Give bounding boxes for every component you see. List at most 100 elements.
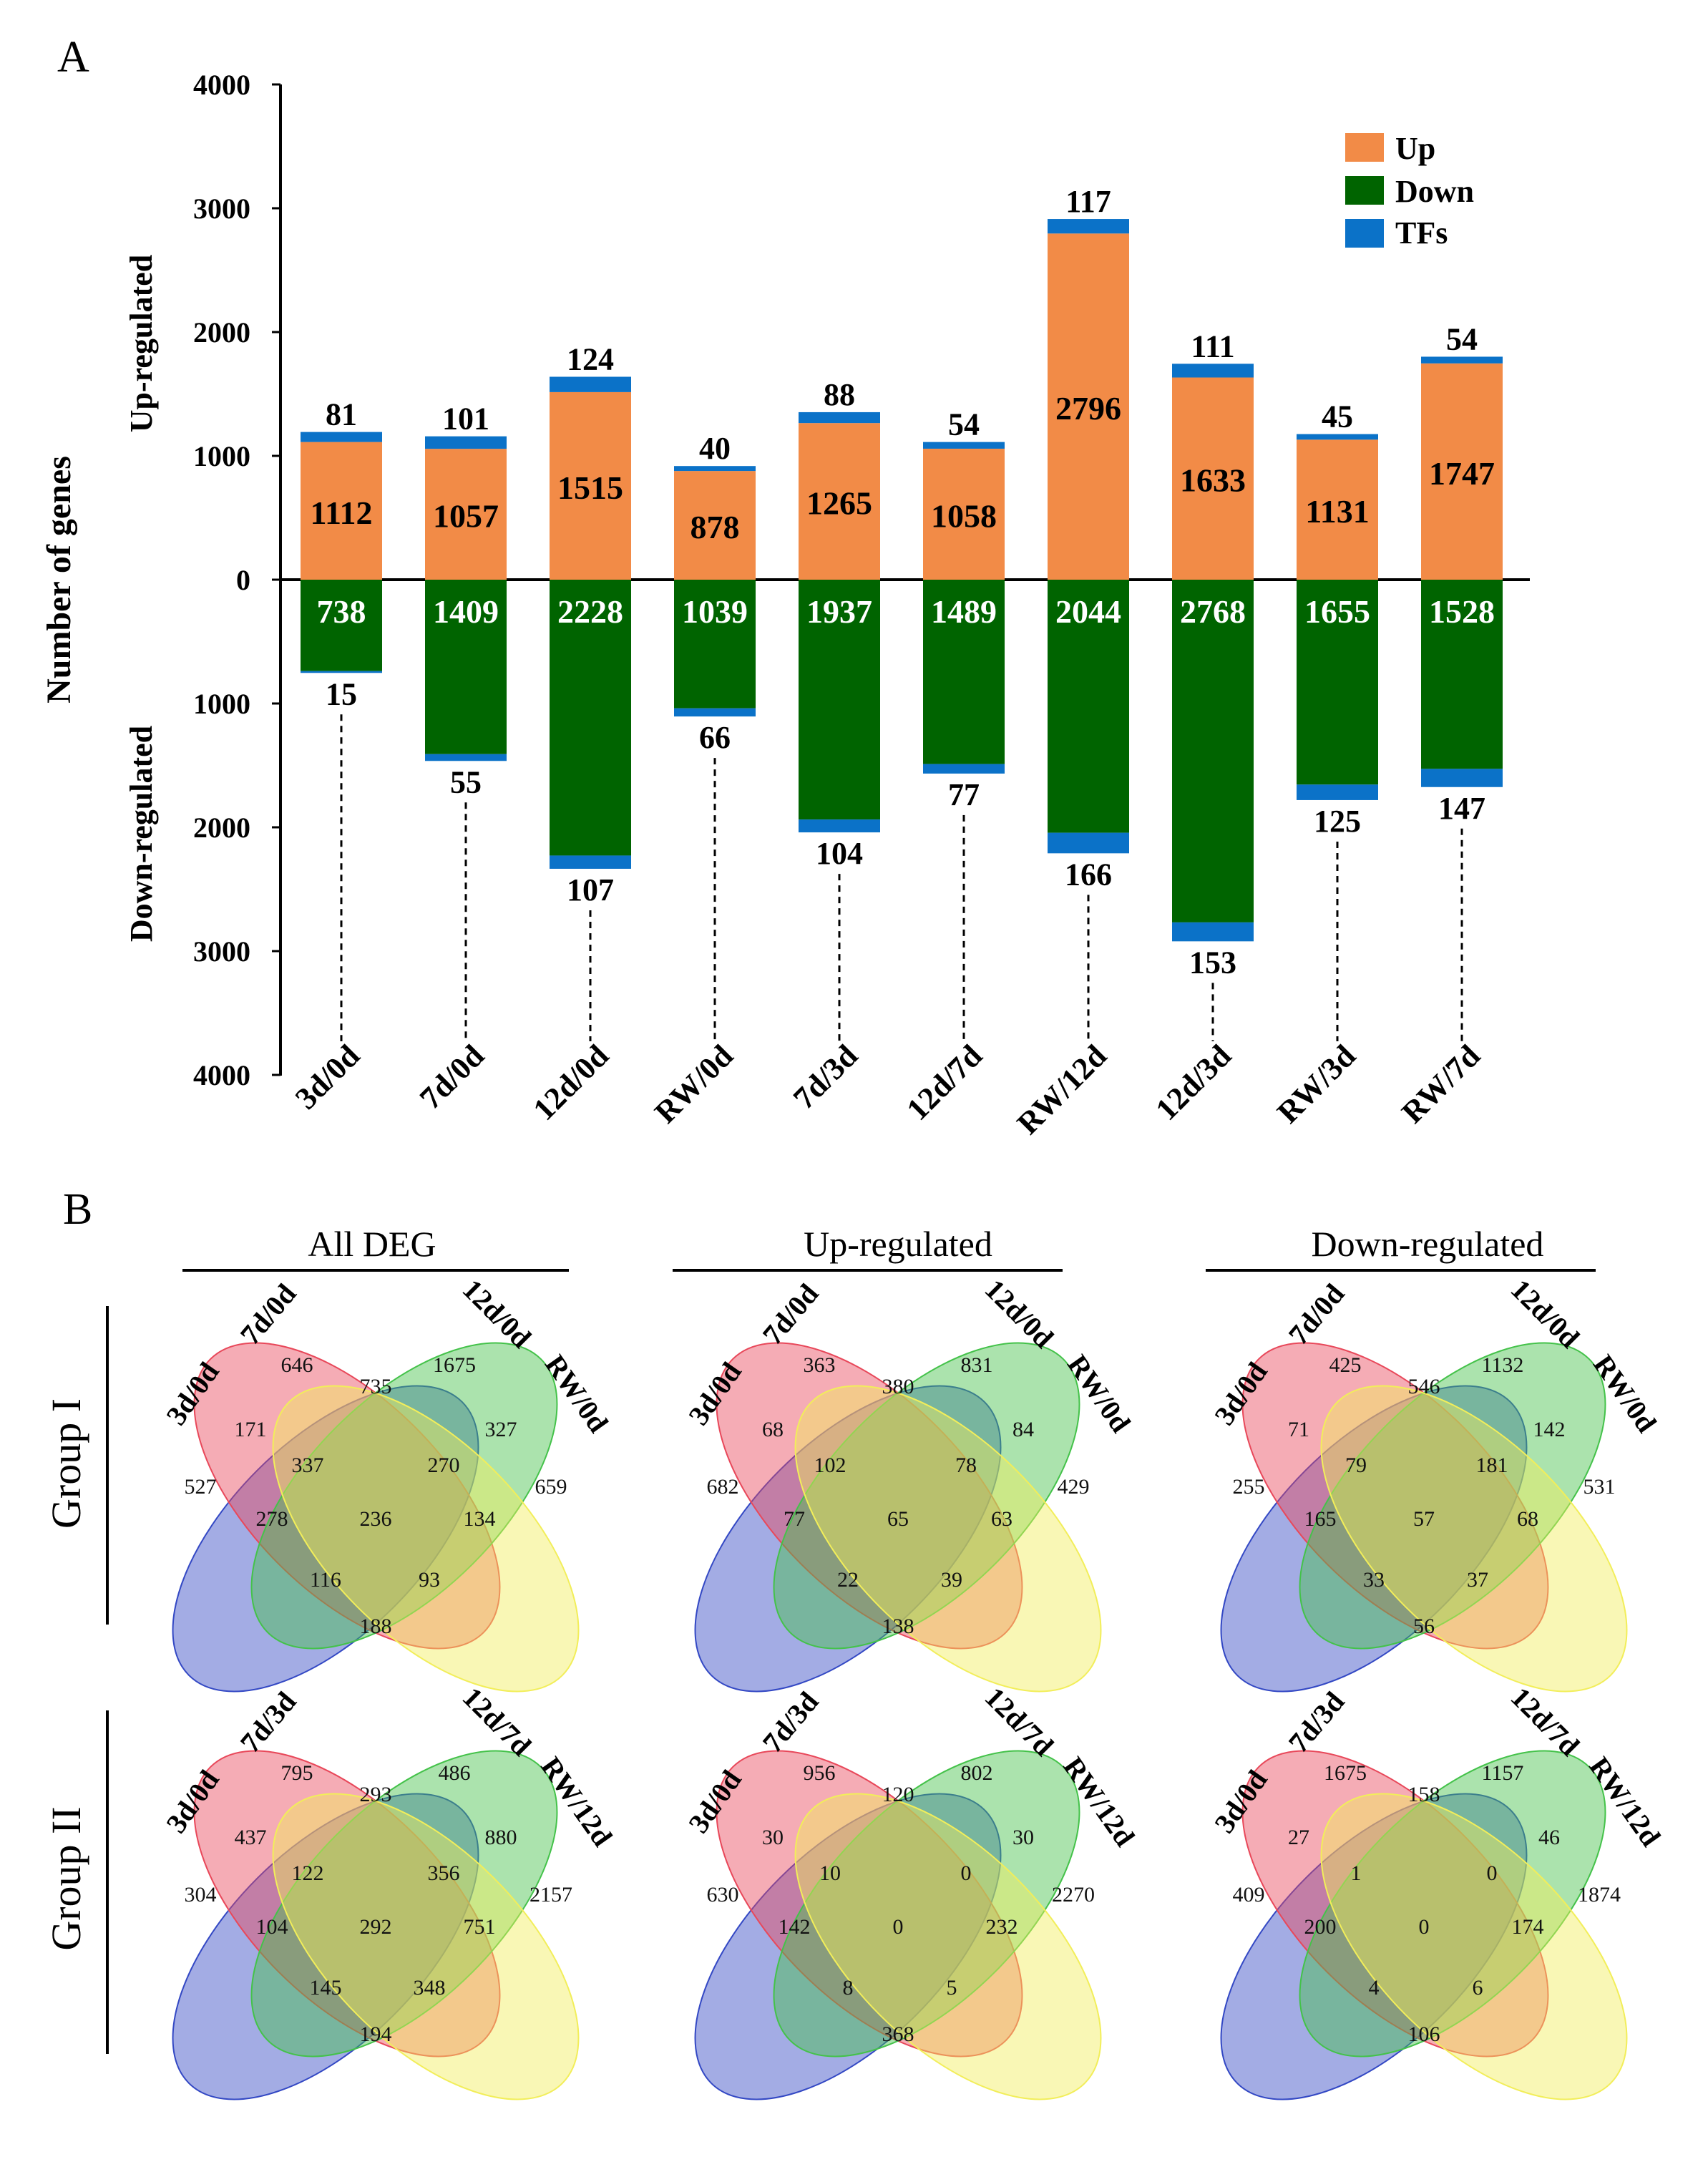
bar-group-12d-3d: 1633 111 2768 153 12d/3d [1148, 328, 1254, 1127]
legend-label-down: Down [1395, 174, 1474, 209]
venn-set-label-12d-0d: 12d/0d [457, 1273, 538, 1355]
bar-down-12d-3d [1172, 580, 1254, 922]
venn-set-b-ellipse [716, 1342, 1023, 1650]
venn-set-label-12d-7d: 12d/7d [979, 1681, 1060, 1763]
venn-region-abcd: 0 [1419, 1915, 1430, 1939]
venn-region-a: 304 [185, 1883, 217, 1907]
label-down-tfs-rw-7d: 147 [1438, 791, 1485, 826]
bar-group-3d-0d: 1112 81 738 15 3d/0d [288, 397, 382, 1116]
bar-down-tfs-12d-0d [550, 855, 631, 869]
label-up-rw-7d: 1747 [1429, 455, 1495, 492]
venn-set-label-7d-3d: 7d/3d [234, 1685, 303, 1758]
bar-up-7d-3d [799, 423, 880, 580]
venn-region-ad: 106 [1408, 2022, 1440, 2046]
label-down-7d-3d: 1937 [806, 593, 872, 630]
y-ticks: 4000 3000 2000 1000 0 1000 2000 3000 4000 [193, 69, 280, 1091]
label-down-rw-0d: 1039 [682, 593, 748, 630]
bar-up-12d-7d [923, 448, 1005, 580]
venn-set-d-ellipse [794, 1385, 1102, 1693]
category-label-12d-7d: 12d/7d [899, 1038, 989, 1127]
label-down-tfs-12d-3d: 153 [1189, 945, 1236, 980]
venn-region-bc: 380 [882, 1375, 914, 1398]
venn-region-ab: 71 [1288, 1418, 1309, 1441]
bar-up-rw-7d [1421, 363, 1503, 580]
venn-set-b-ellipse [193, 1750, 501, 2058]
venn-set-label-12d-0d: 12d/0d [1505, 1273, 1586, 1355]
label-down-7d-0d: 1409 [433, 593, 499, 630]
panel-b: B All DEG Up-regulated Down-regulated Gr… [43, 1185, 1667, 2100]
bar-down-tfs-rw-7d [1421, 769, 1503, 787]
venn-set-a-ellipse [172, 1385, 479, 1693]
venn-region-b: 363 [804, 1353, 836, 1377]
venn-region-abcd: 65 [887, 1507, 909, 1531]
row-title-group-1: Group I [43, 1398, 89, 1529]
category-label-7d-0d: 7d/0d [413, 1038, 491, 1116]
venn-region-ab: 68 [762, 1418, 784, 1441]
bar-down-tfs-rw-0d [674, 708, 756, 717]
up-regulated-label: Up-regulated [124, 255, 159, 433]
panel-a: A Number of genes Up-regulated Down-regu… [40, 33, 1530, 1141]
venn-region-a: 409 [1233, 1883, 1265, 1907]
y-tick-label-1: 3000 [193, 193, 250, 225]
venn-region-b: 956 [804, 1761, 836, 1785]
venn-set-label-7d-3d: 7d/3d [756, 1685, 825, 1758]
venn-set-c-ellipse [250, 1750, 558, 2058]
venn-region-c: 1157 [1482, 1761, 1524, 1785]
venn-set-a-ellipse [694, 1793, 1002, 2100]
label-up-rw-0d: 878 [690, 509, 740, 545]
y-axis-title: Number of genes [40, 456, 78, 703]
venn-region-bc: 120 [882, 1783, 914, 1806]
column-title-all-deg: All DEG [308, 1224, 436, 1264]
category-label-12d-0d: 12d/0d [526, 1038, 615, 1127]
venn-region-bc: 158 [1408, 1783, 1440, 1806]
venn-region-bd: 6 [1473, 1976, 1483, 2000]
label-up-12d-3d: 1633 [1180, 462, 1246, 499]
bar-up-rw-0d [674, 471, 756, 580]
label-down-tfs-12d-0d: 107 [567, 872, 614, 907]
legend-label-tfs: TFs [1395, 215, 1448, 250]
bar-down-12d-7d [923, 580, 1005, 764]
legend-swatch-up [1345, 133, 1384, 162]
bar-down-tfs-3d-0d [301, 671, 382, 673]
label-up-7d-3d: 1265 [806, 485, 872, 522]
venn-set-label-12d-7d: 12d/7d [1505, 1681, 1586, 1763]
bar-up-tfs-7d-0d [425, 436, 507, 449]
category-label-12d-3d: 12d/3d [1148, 1038, 1238, 1127]
y-tick-label-0: 4000 [193, 69, 250, 101]
venn-set-b-ellipse [193, 1342, 501, 1650]
legend-swatch-tfs [1345, 219, 1384, 248]
label-down-tfs-3d-0d: 15 [326, 676, 357, 711]
venn-region-c: 831 [961, 1353, 993, 1377]
panel-b-letter: B [63, 1185, 92, 1234]
venn-region-acd: 116 [310, 1568, 341, 1592]
bar-down-tfs-rw-3d [1297, 784, 1378, 800]
down-regulated-label: Down-regulated [124, 726, 159, 942]
venn-region-bc: 546 [1408, 1375, 1440, 1398]
bar-up-tfs-12d-7d [923, 442, 1005, 449]
bar-down-7d-0d [425, 580, 507, 754]
bar-up-tfs-7d-3d [799, 412, 880, 424]
bar-up-rw-12d [1048, 233, 1129, 580]
venn-region-cd: 327 [485, 1418, 517, 1441]
venn-region-cd: 46 [1538, 1826, 1560, 1849]
venn-set-label-12d-7d: 12d/7d [457, 1681, 538, 1763]
venn-region-b: 425 [1329, 1353, 1362, 1377]
label-up-tfs-7d-0d: 101 [442, 401, 489, 437]
bar-up-7d-0d [425, 449, 507, 580]
label-down-rw-7d: 1528 [1429, 593, 1495, 630]
label-down-12d-7d: 1489 [931, 593, 997, 630]
venn-region-ad: 188 [360, 1615, 392, 1638]
venn-region-b: 1675 [1324, 1761, 1367, 1785]
label-up-tfs-12d-0d: 124 [567, 341, 614, 376]
venn-region-bc: 735 [360, 1375, 392, 1398]
bar-down-tfs-12d-3d [1172, 922, 1254, 942]
venn-region-c: 802 [961, 1761, 993, 1785]
venn-set-c-ellipse [250, 1342, 558, 1650]
label-down-tfs-rw-12d: 166 [1065, 857, 1112, 892]
venn-region-d: 531 [1583, 1475, 1616, 1499]
venn-set-c-ellipse [1299, 1342, 1606, 1650]
venn-region-d: 2157 [530, 1883, 572, 1907]
y-tick-label-8: 4000 [193, 1059, 250, 1091]
bar-up-tfs-12d-0d [550, 376, 631, 392]
